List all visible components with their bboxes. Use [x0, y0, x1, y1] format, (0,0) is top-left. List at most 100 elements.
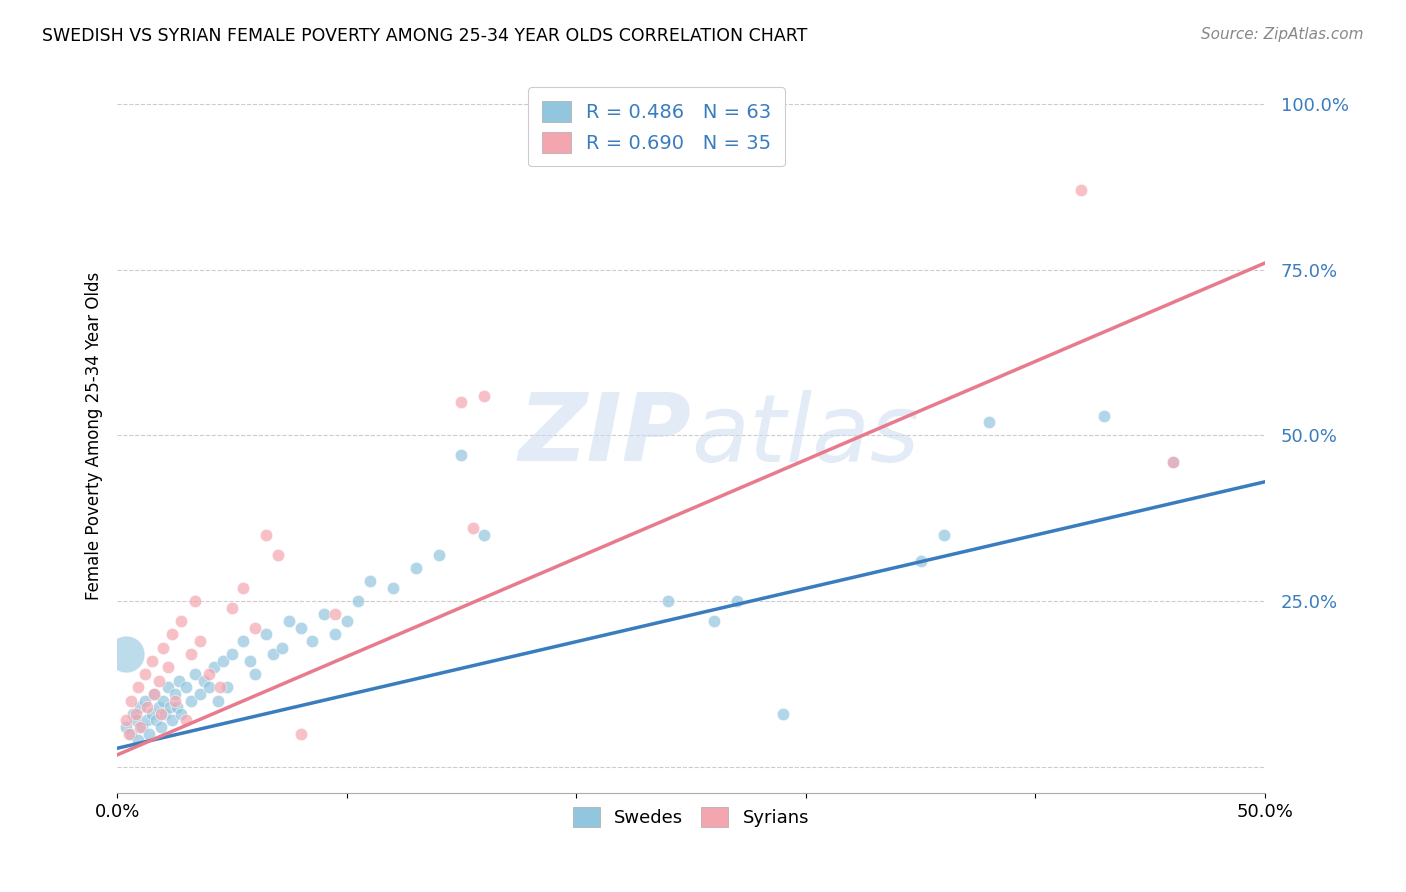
Y-axis label: Female Poverty Among 25-34 Year Olds: Female Poverty Among 25-34 Year Olds [86, 271, 103, 599]
Point [450, 448, 472, 462]
Text: ZIP: ZIP [519, 390, 690, 482]
Point [141, 654, 163, 668]
Point [149, 720, 172, 734]
Point [115, 720, 138, 734]
Point [115, 714, 138, 728]
Point [461, 521, 484, 535]
Point [1092, 409, 1115, 423]
Point [359, 574, 381, 589]
Point [202, 660, 225, 674]
Point [198, 681, 221, 695]
Point [725, 594, 748, 608]
Point [278, 614, 301, 628]
Point [239, 654, 262, 668]
Point [405, 561, 427, 575]
Point [198, 667, 221, 681]
Point [290, 727, 312, 741]
Point [134, 693, 156, 707]
Point [141, 706, 163, 721]
Point [142, 687, 165, 701]
Point [170, 706, 193, 721]
Point [267, 548, 290, 562]
Point [174, 681, 197, 695]
Point [932, 528, 955, 542]
Point [166, 700, 188, 714]
Point [474, 389, 496, 403]
Point [381, 581, 404, 595]
Point [254, 627, 277, 641]
Point [138, 727, 160, 741]
Point [159, 700, 181, 714]
Point [115, 647, 138, 661]
Point [221, 600, 243, 615]
Point [450, 395, 472, 409]
Point [207, 693, 229, 707]
Point [193, 673, 215, 688]
Point [184, 594, 207, 608]
Point [122, 706, 145, 721]
Point [323, 627, 346, 641]
Point [127, 681, 149, 695]
Point [148, 673, 170, 688]
Point [209, 681, 232, 695]
Point [979, 415, 1001, 429]
Point [167, 673, 190, 688]
Point [301, 633, 323, 648]
Point [657, 594, 679, 608]
Point [156, 681, 179, 695]
Point [427, 548, 450, 562]
Point [152, 693, 174, 707]
Point [120, 693, 142, 707]
Point [149, 706, 172, 721]
Point [188, 687, 211, 701]
Point [232, 633, 254, 648]
Text: Source: ZipAtlas.com: Source: ZipAtlas.com [1201, 27, 1364, 42]
Point [163, 687, 186, 701]
Point [232, 581, 254, 595]
Point [211, 654, 233, 668]
Point [136, 714, 159, 728]
Point [474, 528, 496, 542]
Point [129, 720, 152, 734]
Point [162, 627, 184, 641]
Point [243, 621, 266, 635]
Point [1070, 183, 1092, 197]
Point [180, 693, 202, 707]
Point [323, 607, 346, 622]
Point [243, 667, 266, 681]
Point [184, 667, 207, 681]
Point [336, 614, 359, 628]
Point [163, 693, 186, 707]
Point [120, 727, 142, 741]
Point [347, 594, 370, 608]
Point [290, 621, 312, 635]
Point [162, 714, 184, 728]
Point [155, 706, 177, 721]
Point [148, 700, 170, 714]
Point [131, 720, 153, 734]
Point [221, 647, 243, 661]
Point [124, 714, 146, 728]
Point [910, 554, 932, 568]
Legend: Swedes, Syrians: Swedes, Syrians [565, 800, 817, 834]
Point [129, 700, 152, 714]
Text: atlas: atlas [690, 390, 920, 481]
Point [180, 647, 202, 661]
Point [142, 687, 165, 701]
Point [145, 714, 167, 728]
Point [262, 647, 284, 661]
Point [312, 607, 335, 622]
Point [156, 660, 179, 674]
Text: SWEDISH VS SYRIAN FEMALE POVERTY AMONG 25-34 YEAR OLDS CORRELATION CHART: SWEDISH VS SYRIAN FEMALE POVERTY AMONG 2… [42, 27, 807, 45]
Point [271, 640, 294, 655]
Point [188, 633, 211, 648]
Point [254, 528, 277, 542]
Point [118, 727, 141, 741]
Point [174, 714, 197, 728]
Point [217, 681, 239, 695]
Point [1161, 455, 1184, 469]
Point [1161, 455, 1184, 469]
Point [152, 640, 174, 655]
Point [703, 614, 725, 628]
Point [136, 700, 159, 714]
